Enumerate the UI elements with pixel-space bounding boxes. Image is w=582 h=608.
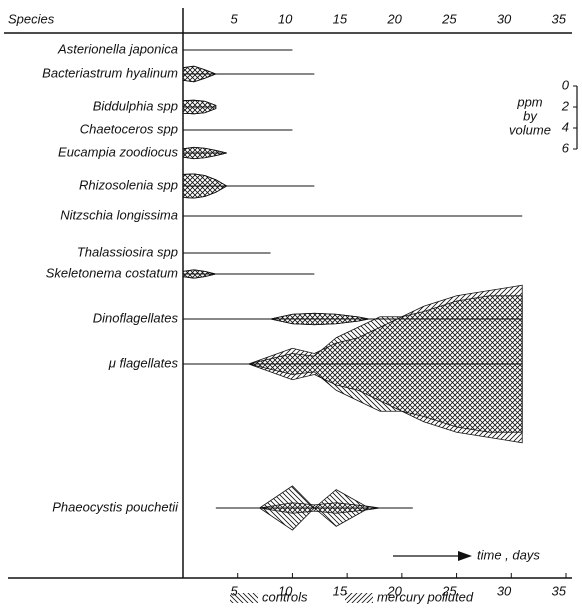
species-label: Bacteriastrum hyalinum: [42, 65, 178, 80]
x-tick-label: 25: [441, 583, 457, 598]
species-label: Phaeocystis pouchetii: [52, 499, 179, 514]
size-tick-label: 2: [561, 98, 570, 113]
size-label: ppm: [516, 94, 542, 109]
species-label: Eucampia zoodiocus: [58, 144, 178, 159]
x-tick-label: 25: [441, 11, 457, 26]
x-tick-label: 30: [497, 11, 512, 26]
legend-label: mercury polluted: [377, 589, 474, 604]
kite: [182, 65, 217, 83]
species-label: Rhizosolenia spp: [79, 177, 178, 192]
species-label: μ flagellates: [108, 355, 179, 370]
x-tick-label: 35: [552, 11, 567, 26]
x-tick-label: 20: [386, 583, 402, 598]
x-tick-label: 10: [278, 583, 293, 598]
kite: [182, 269, 216, 279]
kite: [259, 502, 381, 514]
size-tick-label: 4: [562, 119, 569, 134]
species-label: Nitzschia longissima: [60, 207, 178, 222]
species-label: Skeletonema costatum: [46, 265, 178, 280]
kite: [182, 146, 227, 160]
kite: [247, 284, 523, 444]
x-tick-label: 5: [230, 583, 238, 598]
x-tick-label: 15: [333, 11, 348, 26]
column-label: Species: [8, 11, 55, 26]
species-label: Asterionella japonica: [57, 41, 178, 56]
legend-label: controls: [262, 589, 308, 604]
size-tick-label: 6: [562, 140, 570, 155]
kite: [270, 312, 370, 326]
species-label: Biddulphia spp: [93, 98, 178, 113]
x-tick-label: 35: [552, 583, 567, 598]
x-tick-label: 15: [333, 583, 348, 598]
x-tick-label: 5: [230, 11, 238, 26]
kite: [182, 99, 217, 115]
annotation: time , days: [477, 547, 540, 562]
x-tick-label: 10: [278, 11, 293, 26]
species-label: Thalassiosira spp: [77, 244, 178, 259]
legend-swatch: [230, 593, 258, 603]
x-tick-label: 30: [497, 583, 512, 598]
size-tick-label: 0: [562, 77, 570, 92]
species-label: Dinoflagellates: [93, 310, 179, 325]
legend-swatch: [345, 593, 373, 603]
size-label: volume: [509, 122, 551, 137]
kite: [182, 173, 228, 199]
species-label: Chaetoceros spp: [80, 121, 178, 136]
size-label: by: [523, 108, 538, 123]
arrow-head: [458, 551, 472, 561]
x-tick-label: 20: [386, 11, 402, 26]
